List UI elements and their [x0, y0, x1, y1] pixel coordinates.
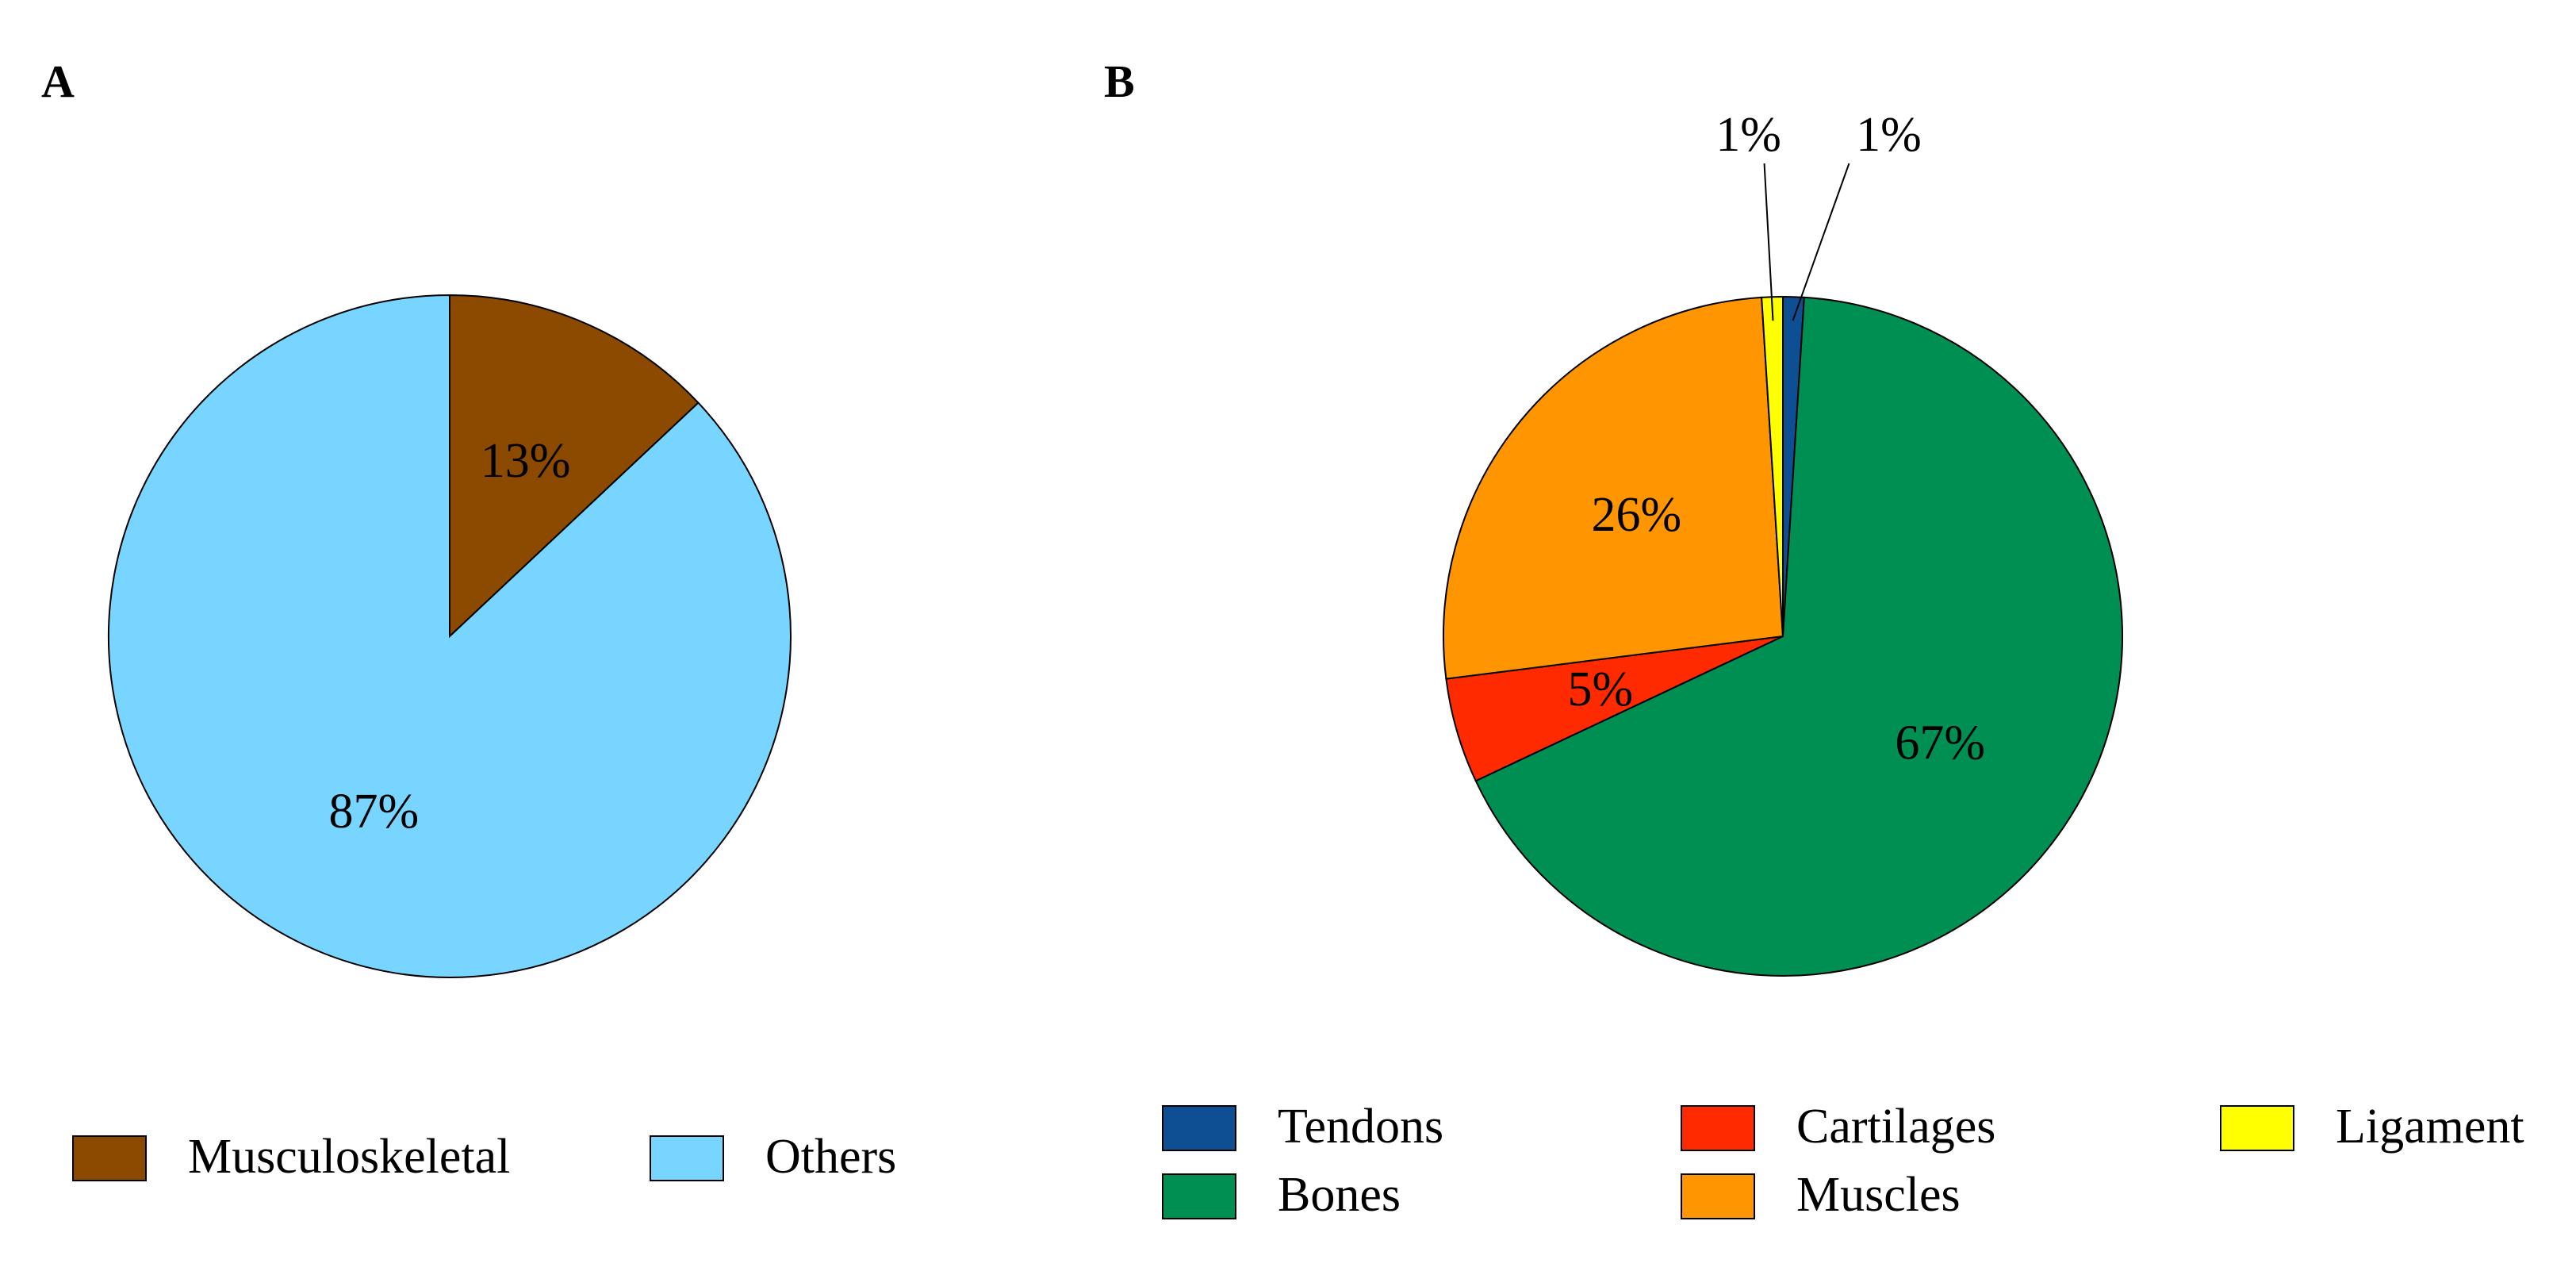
pie-chart-a [108, 294, 792, 978]
legend-swatch-others [650, 1135, 724, 1181]
panel-label-b: B [1104, 56, 1135, 107]
legend-item-cartilages: Cartilages [1681, 1100, 1995, 1154]
slice-label-cartilages: 5% [1568, 662, 1634, 716]
legend-label-others: Others [765, 1130, 896, 1184]
slice-musculoskeletal [449, 294, 700, 639]
legend-item-muscles: Muscles [1681, 1168, 1961, 1222]
legend-label-cartilages: Cartilages [1796, 1100, 1995, 1154]
pie-b-labels: 67% 5% 26% 1% 1% [1568, 108, 1986, 770]
legend-item-bones: Bones [1162, 1168, 1401, 1222]
slice-bones [1474, 296, 2123, 977]
pie-chart-b [1443, 295, 2123, 977]
legend-swatch-muscles [1681, 1173, 1755, 1219]
legend-swatch-musculoskeletal [72, 1135, 147, 1181]
slice-label-musculoskeletal: 13% [481, 434, 571, 488]
legend-swatch-tendons [1162, 1105, 1236, 1151]
slice-label-bones: 67% [1895, 716, 1985, 770]
legend-item-ligament: Ligament [2220, 1100, 2524, 1154]
panel-label-a: A [41, 56, 75, 107]
slice-label-tendons: 1% [1856, 108, 1922, 162]
legend-swatch-bones [1162, 1173, 1236, 1219]
slice-label-others: 87% [329, 785, 420, 839]
legend-item-musculoskeletal: Musculoskeletal [72, 1130, 510, 1184]
legend-a: Musculoskeletal Others [72, 1130, 896, 1184]
slice-others [108, 294, 792, 978]
legend-label-bones: Bones [1278, 1168, 1401, 1222]
slice-label-muscles: 26% [1591, 488, 1681, 542]
legend-item-tendons: Tendons [1162, 1100, 1443, 1154]
legend-label-musculoskeletal: Musculoskeletal [188, 1130, 510, 1184]
legend-swatch-ligament [2220, 1105, 2294, 1151]
legend-label-tendons: Tendons [1278, 1100, 1443, 1154]
legend-b: Tendons Cartilages Ligament Bones Muscles [1162, 1100, 2524, 1222]
legend-label-muscles: Muscles [1796, 1168, 1961, 1222]
legend-swatch-cartilages [1681, 1105, 1755, 1151]
leader-line-tendons [1792, 163, 1850, 321]
legend-label-ligament: Ligament [2336, 1100, 2524, 1154]
slice-label-ligament: 1% [1715, 108, 1781, 162]
pie-a-labels: 13% 87% [329, 434, 571, 839]
legend-item-others: Others [650, 1130, 896, 1184]
slice-muscles [1443, 296, 1784, 680]
leader-line-ligament [1763, 163, 1774, 321]
